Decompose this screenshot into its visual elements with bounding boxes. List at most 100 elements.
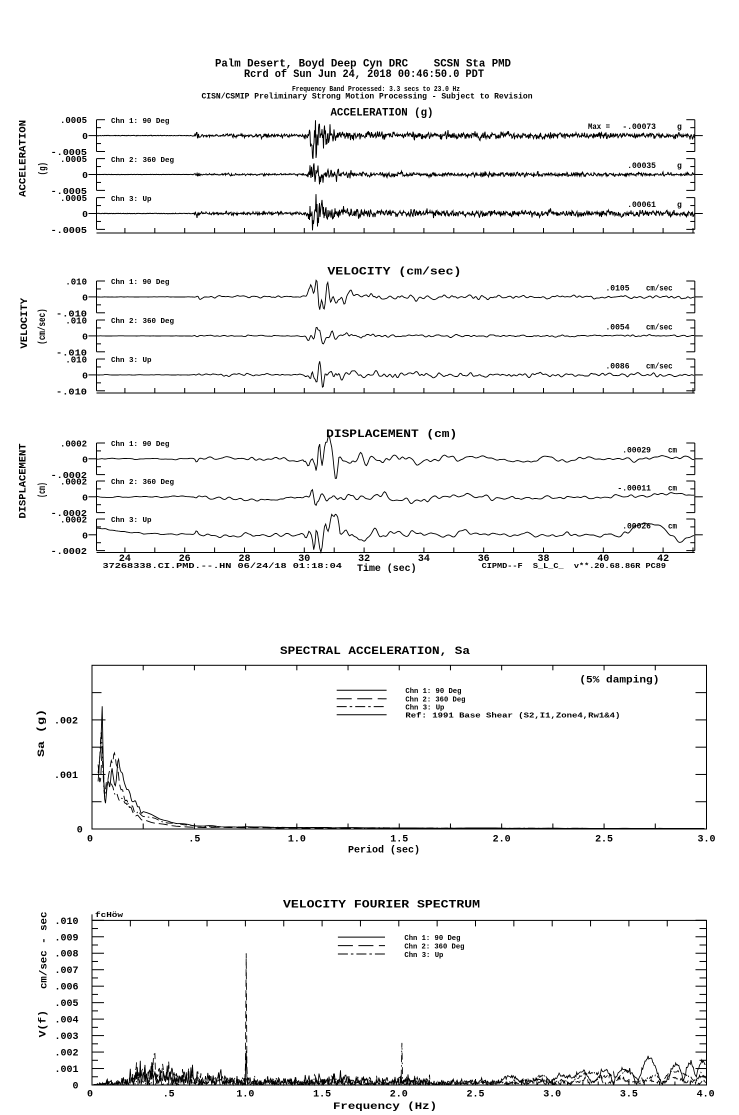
svg-text:.002: .002 (55, 1049, 79, 1060)
svg-text:VELOCITY: VELOCITY (20, 298, 31, 349)
svg-text:Chn 2: 360 Deg: Chn 2: 360 Deg (404, 943, 464, 951)
svg-text:.009: .009 (55, 933, 79, 944)
svg-text:.0054: .0054 (606, 323, 630, 332)
svg-text:0: 0 (82, 209, 88, 220)
svg-text:Chn 2: 360 Deg: Chn 2: 360 Deg (111, 157, 174, 165)
svg-text:Chn 1: 90 Deg: Chn 1: 90 Deg (404, 935, 460, 943)
svg-text:.0105: .0105 (606, 284, 630, 293)
svg-text:Chn 2: 360 Deg: Chn 2: 360 Deg (405, 697, 465, 705)
svg-text:DISPLACEMENT: DISPLACEMENT (19, 444, 30, 519)
svg-text:.0005: .0005 (60, 193, 87, 204)
svg-text:Chn 3: Up: Chn 3: Up (405, 704, 444, 712)
svg-text:(cm): (cm) (37, 482, 49, 498)
svg-text:-.010: -.010 (56, 308, 87, 319)
svg-text:32: 32 (358, 554, 370, 565)
svg-text:CIPMD--F S_L_C_ v**.20.68.86: CIPMD--F S_L_C_ v**.20.68.86R PC89 (482, 563, 667, 571)
svg-text:Chn 3: Up: Chn 3: Up (111, 357, 152, 365)
svg-text:0: 0 (82, 454, 88, 465)
svg-text:30: 30 (298, 554, 310, 565)
svg-text:CISN/CSMIP Preliminary Strong: CISN/CSMIP Preliminary Strong Motion Pro… (202, 93, 533, 101)
svg-text:VELOCITY FOURIER SPECTRUM: VELOCITY FOURIER SPECTRUM (283, 899, 480, 911)
svg-text:3.0: 3.0 (543, 1090, 561, 1101)
svg-text:.001: .001 (54, 771, 78, 782)
svg-text:-.00073: -.00073 (622, 123, 656, 132)
svg-text:.001: .001 (55, 1065, 79, 1076)
svg-text:Chn 3: Up: Chn 3: Up (111, 196, 152, 204)
svg-text:g: g (677, 162, 682, 171)
svg-text:Chn 1: 90 Deg: Chn 1: 90 Deg (111, 279, 170, 287)
svg-text:3.0: 3.0 (697, 834, 715, 845)
svg-text:Rcrd of Sun Jun 24, 2018 00:46: Rcrd of Sun Jun 24, 2018 00:46:50.0 PDT (244, 69, 484, 81)
svg-text:Chn 1: 90 Deg: Chn 1: 90 Deg (111, 118, 170, 126)
svg-text:1.5: 1.5 (313, 1090, 331, 1101)
svg-text:Sa (g): Sa (g) (36, 709, 48, 757)
svg-text:0: 0 (82, 370, 88, 381)
svg-text:.004: .004 (55, 1016, 79, 1027)
svg-text:0: 0 (73, 1082, 79, 1093)
svg-text:Chn 1: 90 Deg: Chn 1: 90 Deg (111, 441, 170, 449)
svg-text:0: 0 (82, 331, 88, 342)
svg-text:SPECTRAL ACCELERATION, Sa: SPECTRAL ACCELERATION, Sa (280, 646, 470, 658)
svg-text:g: g (677, 201, 682, 210)
svg-text:cm/sec - sec: cm/sec - sec (39, 912, 51, 990)
svg-text:.5: .5 (188, 834, 200, 845)
svg-text:36: 36 (478, 554, 490, 565)
svg-text:fcHöw: fcHöw (95, 912, 124, 920)
svg-text:3.5: 3.5 (620, 1090, 638, 1101)
svg-text:.0086: .0086 (606, 362, 630, 371)
svg-text:Chn 1: 90 Deg: Chn 1: 90 Deg (405, 688, 461, 696)
svg-text:42: 42 (657, 554, 669, 565)
svg-text:1.0: 1.0 (236, 1090, 254, 1101)
svg-text:-.010: -.010 (56, 386, 87, 397)
svg-text:0: 0 (82, 530, 88, 541)
svg-text:-.0005: -.0005 (51, 186, 88, 197)
svg-text:.010: .010 (65, 316, 87, 327)
svg-text:.0002: .0002 (60, 515, 87, 526)
svg-text:.0002: .0002 (60, 477, 87, 488)
svg-text:(g): (g) (38, 162, 50, 175)
svg-text:Palm Desert, Boyd Deep Cyn DRC: Palm Desert, Boyd Deep Cyn DRC SCSN Sta … (215, 59, 511, 71)
svg-text:.008: .008 (55, 950, 79, 961)
svg-text:.00035: .00035 (627, 162, 656, 171)
svg-text:-.010: -.010 (56, 347, 87, 358)
svg-text:0: 0 (77, 826, 83, 837)
svg-text:Frequency (Hz): Frequency (Hz) (333, 1101, 437, 1113)
svg-text:.007: .007 (55, 966, 79, 977)
svg-text:Chn 3: Up: Chn 3: Up (111, 517, 152, 525)
svg-text:cm/sec: cm/sec (646, 284, 673, 293)
svg-text:cm/sec: cm/sec (646, 323, 673, 332)
svg-text:.00029: .00029 (622, 446, 651, 455)
svg-text:0: 0 (82, 292, 88, 303)
svg-text:2.5: 2.5 (595, 834, 613, 845)
svg-text:ACCELERATION: ACCELERATION (19, 120, 30, 197)
svg-text:28: 28 (239, 554, 251, 565)
svg-text:Chn 2: 360 Deg: Chn 2: 360 Deg (111, 479, 174, 487)
svg-text:cm: cm (668, 484, 677, 493)
svg-text:ACCELERATION (g): ACCELERATION (g) (331, 107, 434, 119)
svg-text:.0005: .0005 (60, 115, 87, 126)
svg-text:V(f): V(f) (38, 1010, 50, 1037)
svg-text:24: 24 (119, 554, 131, 565)
svg-text:1.0: 1.0 (288, 834, 306, 845)
svg-text:38: 38 (538, 554, 550, 565)
svg-text:.010: .010 (65, 277, 87, 288)
svg-text:-.0005: -.0005 (51, 147, 88, 158)
svg-text:Frequency Band Processed: 3.3: Frequency Band Processed: 3.3 secs to 23… (292, 86, 460, 94)
svg-text:34: 34 (418, 554, 430, 565)
svg-text:-.0002: -.0002 (51, 470, 88, 481)
svg-text:.010: .010 (65, 355, 87, 366)
svg-text:2.0: 2.0 (493, 834, 511, 845)
svg-text:cm: cm (668, 522, 677, 531)
svg-text:-.00011: -.00011 (617, 484, 651, 493)
svg-text:(5% damping): (5% damping) (579, 675, 659, 687)
svg-text:Ref: 1991 Base Shear (S2,I1,Zo: Ref: 1991 Base Shear (S2,I1,Zone4,Rw1&4) (405, 713, 620, 721)
svg-text:-.0002: -.0002 (51, 546, 88, 557)
svg-text:cm: cm (668, 446, 677, 455)
svg-text:DISPLACEMENT (cm): DISPLACEMENT (cm) (326, 429, 457, 441)
svg-text:2.5: 2.5 (467, 1090, 485, 1101)
svg-text:0: 0 (82, 492, 88, 503)
svg-text:1.5: 1.5 (390, 834, 408, 845)
svg-text:26: 26 (179, 554, 191, 565)
svg-text:37268338.CI.PMD.--.HN 06/24/18: 37268338.CI.PMD.--.HN 06/24/18 01:18:04 (103, 563, 343, 571)
svg-text:.0002: .0002 (60, 439, 87, 450)
